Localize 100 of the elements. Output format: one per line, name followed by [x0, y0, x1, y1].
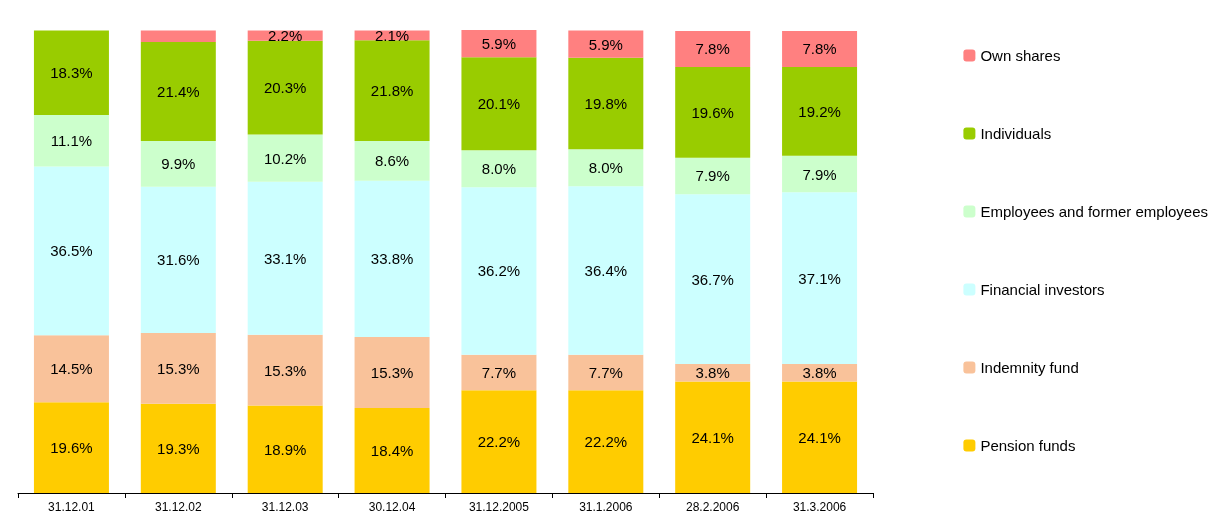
data-label: 8.6%	[374, 152, 410, 170]
data-label: 7.7%	[588, 364, 623, 382]
data-label: 3.8%	[695, 364, 730, 382]
bar	[140, 30, 216, 43]
bar	[675, 30, 751, 67]
bar	[461, 187, 537, 355]
data-label: 37.1%	[798, 269, 841, 287]
bar	[782, 192, 858, 364]
data-label: 20.3%	[263, 79, 307, 97]
bar	[140, 332, 216, 404]
bar	[675, 381, 751, 493]
data-label: 21.4%	[157, 83, 200, 101]
legend-label: Employees and former employees	[980, 203, 1208, 220]
x-tick-label: 31.3.2006	[792, 500, 847, 514]
data-label: 33.1%	[263, 249, 307, 267]
bar	[461, 150, 537, 188]
data-label: 7.7%	[481, 364, 517, 382]
bar	[782, 155, 858, 193]
bar	[782, 381, 858, 493]
bar	[568, 30, 644, 58]
legend-label: Indemnity fund	[980, 359, 1079, 376]
x-tick-label: 30.12.04	[368, 500, 416, 514]
data-label: 36.2%	[477, 262, 521, 280]
data-label: 33.8%	[370, 250, 414, 268]
data-label: 8.0%	[481, 160, 517, 178]
data-label: 2.1%	[374, 26, 410, 44]
data-label: 7.9%	[802, 165, 837, 183]
data-label: 18.3%	[50, 64, 93, 82]
bar	[568, 186, 644, 355]
data-label: 36.5%	[50, 242, 93, 260]
bar	[568, 149, 644, 187]
data-label: 7.8%	[695, 40, 730, 58]
data-label: 2.2%	[268, 27, 303, 45]
bar	[140, 141, 216, 187]
data-label: 31.6%	[157, 251, 200, 269]
data-label: 7.9%	[695, 167, 730, 185]
bar	[675, 194, 751, 364]
data-label: 5.9%	[588, 35, 623, 53]
data-label: 24.1%	[691, 428, 734, 446]
bar	[675, 67, 751, 158]
bar	[140, 42, 216, 142]
data-label: 15.3%	[263, 361, 307, 379]
x-tick-label: 28.2.2006	[685, 500, 740, 514]
bar	[247, 181, 323, 335]
x-tick-label: 31.1.2006	[579, 500, 633, 514]
bar	[675, 157, 751, 195]
x-tick-label: 31.12.2005	[468, 500, 530, 514]
bar	[33, 30, 109, 116]
data-label: 20.1%	[477, 95, 521, 113]
data-label: 19.6%	[50, 439, 93, 457]
data-label: 19.6%	[691, 103, 734, 121]
bar	[33, 115, 109, 167]
bar	[461, 57, 537, 151]
bar	[568, 57, 644, 150]
legend-label: Own shares	[980, 47, 1061, 64]
data-label: 36.7%	[691, 270, 734, 288]
data-label: 3.8%	[802, 364, 837, 382]
bar	[354, 40, 430, 142]
bar	[461, 390, 537, 493]
x-tick-label: 31.12.02	[154, 500, 202, 514]
legend-label: Pension funds	[980, 437, 1076, 454]
data-label: 11.1%	[50, 132, 93, 150]
data-label: 22.2%	[584, 433, 628, 451]
bar	[33, 402, 109, 493]
bar	[354, 407, 430, 493]
bar	[247, 334, 323, 406]
bar	[354, 180, 430, 338]
data-label: 21.8%	[370, 82, 414, 100]
bar	[140, 186, 216, 333]
bar	[247, 134, 323, 182]
data-label: 18.9%	[263, 440, 307, 458]
data-label: 10.2%	[263, 149, 307, 167]
bar	[782, 67, 858, 156]
data-label: 19.2%	[798, 102, 841, 120]
legend-label: Individuals	[980, 125, 1052, 142]
bar	[33, 335, 109, 403]
x-tick-label: 31.12.01	[48, 500, 96, 514]
data-label: 36.4%	[584, 262, 628, 280]
data-label: 14.5%	[50, 360, 93, 378]
data-label: 8.0%	[588, 159, 623, 177]
bar	[354, 141, 430, 181]
bar	[354, 337, 430, 408]
data-label: 24.1%	[798, 428, 841, 446]
data-label: 15.3%	[157, 359, 200, 377]
bar	[33, 166, 109, 336]
bar	[782, 30, 858, 67]
bar	[140, 403, 216, 493]
data-label: 5.9%	[481, 35, 517, 53]
data-label: 19.8%	[584, 95, 628, 113]
data-label: 15.3%	[370, 364, 414, 382]
data-label: 22.2%	[477, 433, 521, 451]
legend-label: Financial investors	[980, 281, 1105, 298]
data-label: 19.3%	[157, 439, 200, 457]
bar	[568, 354, 644, 391]
bar	[461, 354, 537, 391]
data-label: 18.4%	[370, 441, 414, 459]
x-tick-label: 31.12.03	[261, 500, 309, 514]
bar	[247, 405, 323, 493]
bar	[247, 40, 323, 135]
data-label: 7.8%	[802, 40, 837, 58]
